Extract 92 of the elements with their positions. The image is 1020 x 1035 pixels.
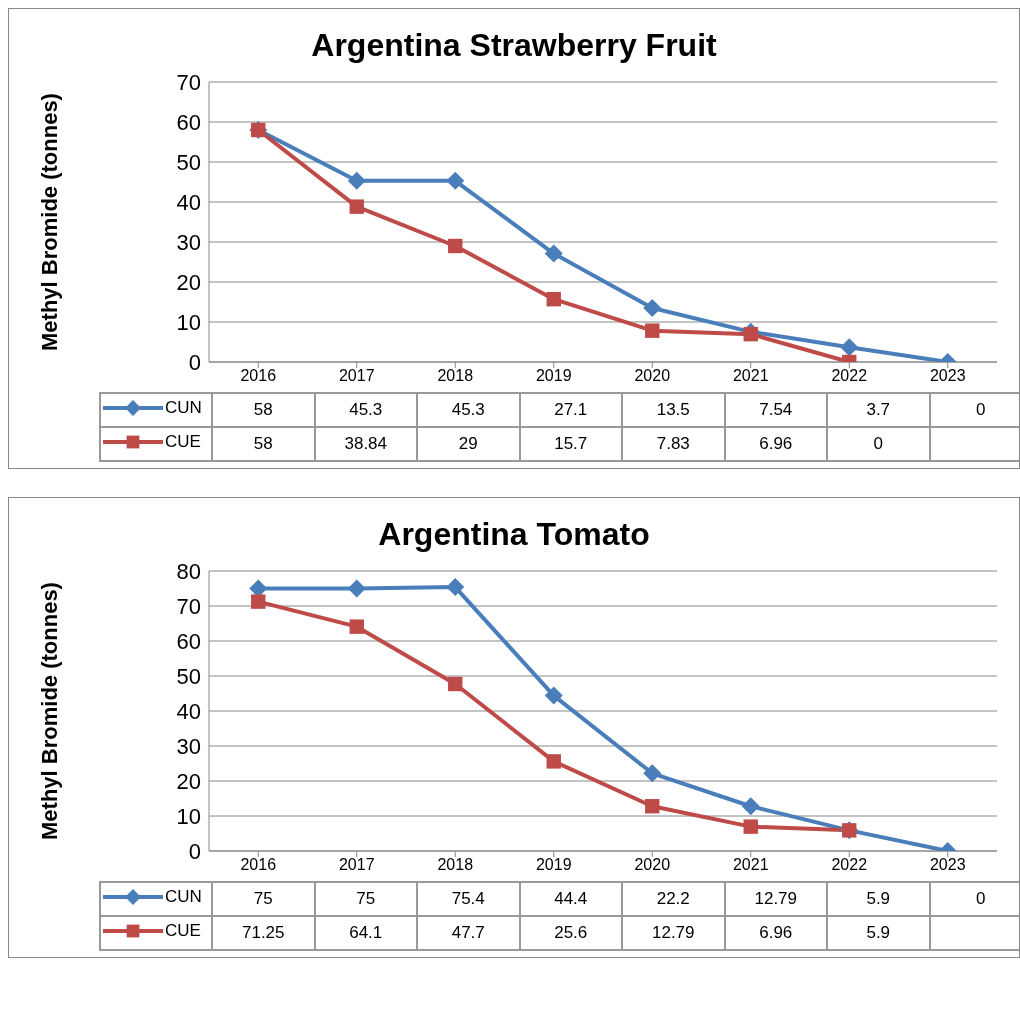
y-tick-label: 0 [188,349,201,375]
data-label: 12.79 [622,916,725,950]
point [643,299,662,317]
data-label: 22.2 [622,882,725,916]
y-tick-label: 30 [176,229,201,255]
x-tick-label: 2017 [338,367,375,385]
point [347,579,366,598]
point [349,199,364,214]
data-label: 75 [314,882,417,916]
y-tick-label: 50 [176,149,201,175]
point [251,594,266,609]
data-label: 27.1 [519,393,622,427]
y-tick-label: 30 [176,733,201,759]
point [544,686,563,705]
point [546,292,561,307]
point [741,797,760,816]
data-label: 12.79 [724,882,827,916]
x-tick-label: 2016 [240,856,277,874]
legend-label: CUN [165,397,202,418]
data-label: 44.4 [519,882,622,916]
data-label: 7.83 [622,427,725,461]
data-label: 0 [929,882,1020,916]
y-tick-label: 10 [176,309,201,335]
data-label: 29 [417,427,520,461]
data-label: 15.7 [519,427,622,461]
y-tick-label: 40 [176,698,201,724]
y-axis-title: Methyl Bromide (tonnes) [36,93,62,351]
point [347,171,366,190]
point [446,171,465,190]
point [544,244,563,263]
data-label: 75.4 [417,882,520,916]
y-tick-label: 60 [176,109,201,135]
point [645,799,660,814]
y-tick-label: 70 [176,593,201,619]
x-tick-label: 2023 [929,856,966,874]
y-tick-label: 0 [188,838,201,864]
data-label: 25.6 [519,916,622,950]
y-tick-label: 80 [176,558,201,584]
point [743,326,758,342]
point [448,238,463,254]
x-tick-label: 2019 [535,856,572,874]
chart-title: Argentina Strawberry Fruit [311,27,717,63]
x-tick-label: 2019 [535,367,572,385]
data-label: 64.1 [314,916,417,950]
data-label: 0 [827,427,930,461]
point [743,819,758,834]
point [840,338,859,357]
data-label: 45.3 [314,393,417,427]
chart-title: Argentina Tomato [378,516,650,552]
data-label: 13.5 [622,393,725,427]
data-label: 75 [212,882,315,916]
legend-label: CUE [165,920,201,941]
point [546,754,561,769]
y-tick-label: 70 [176,69,201,95]
data-label: 71.25 [212,916,315,950]
y-tick-label: 20 [176,768,201,794]
data-label: 6.96 [724,916,827,950]
y-tick-label: 50 [176,663,201,689]
x-tick-label: 2020 [634,856,671,874]
x-tick-label: 2016 [240,367,277,385]
data-label: 7.54 [724,393,827,427]
y-tick-label: 20 [176,269,201,295]
x-tick-label: 2018 [437,856,474,874]
data-label: 0 [929,393,1020,427]
y-tick-label: 10 [176,803,201,829]
x-tick-label: 2021 [732,856,769,874]
point [446,578,465,597]
data-label: 5.9 [827,916,930,950]
point [645,323,660,338]
data-label: 5.9 [827,882,930,916]
legend-label: CUN [165,886,202,907]
data-label: 38.84 [314,427,417,461]
x-tick-label: 2021 [732,367,769,385]
x-tick-label: 2017 [338,856,375,874]
x-tick-label: 2018 [437,367,474,385]
point [643,764,662,783]
x-tick-label: 2023 [929,367,966,385]
legend-label: CUE [165,431,201,452]
point [349,619,364,634]
y-tick-label: 40 [176,189,201,215]
data-label: 58 [212,393,315,427]
x-tick-label: 2022 [831,856,868,874]
x-tick-label: 2020 [634,367,671,385]
data-label: 45.3 [417,393,520,427]
data-label: 6.96 [724,427,827,461]
data-label: 3.7 [827,393,930,427]
data-label: 47.7 [417,916,520,950]
y-axis-title: Methyl Bromide (tonnes) [36,582,62,840]
data-label: 58 [212,427,315,461]
x-tick-label: 2022 [831,367,868,385]
point [448,676,463,692]
y-tick-label: 60 [176,628,201,654]
